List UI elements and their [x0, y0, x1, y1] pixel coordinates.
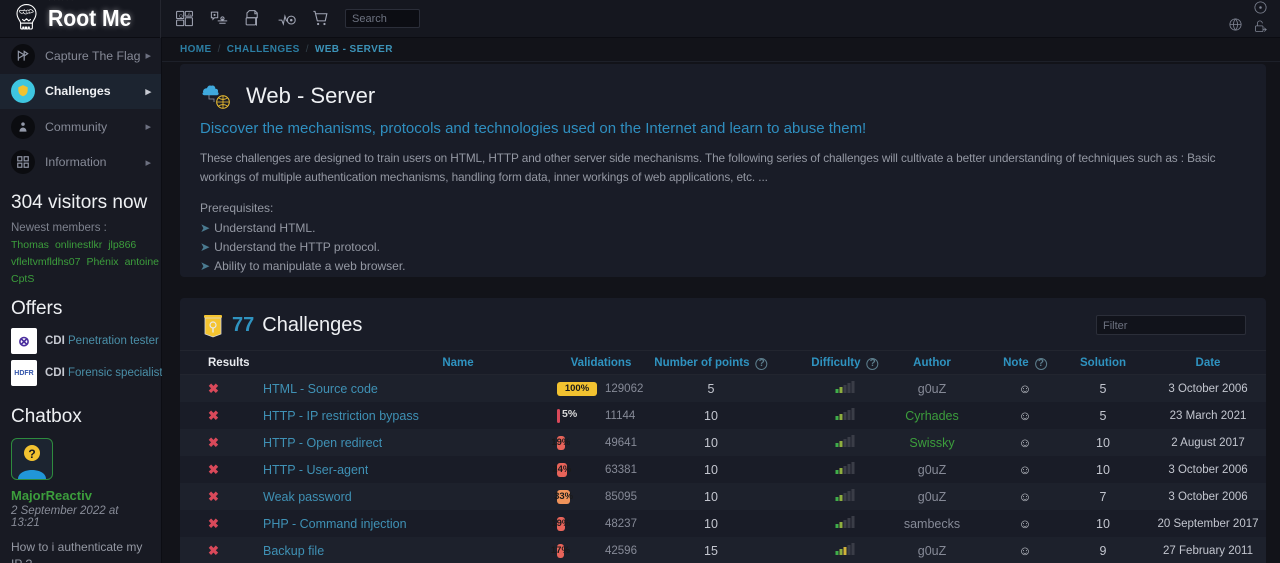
svg-text:Q: Q [179, 14, 183, 20]
svg-text:?: ? [28, 447, 35, 461]
